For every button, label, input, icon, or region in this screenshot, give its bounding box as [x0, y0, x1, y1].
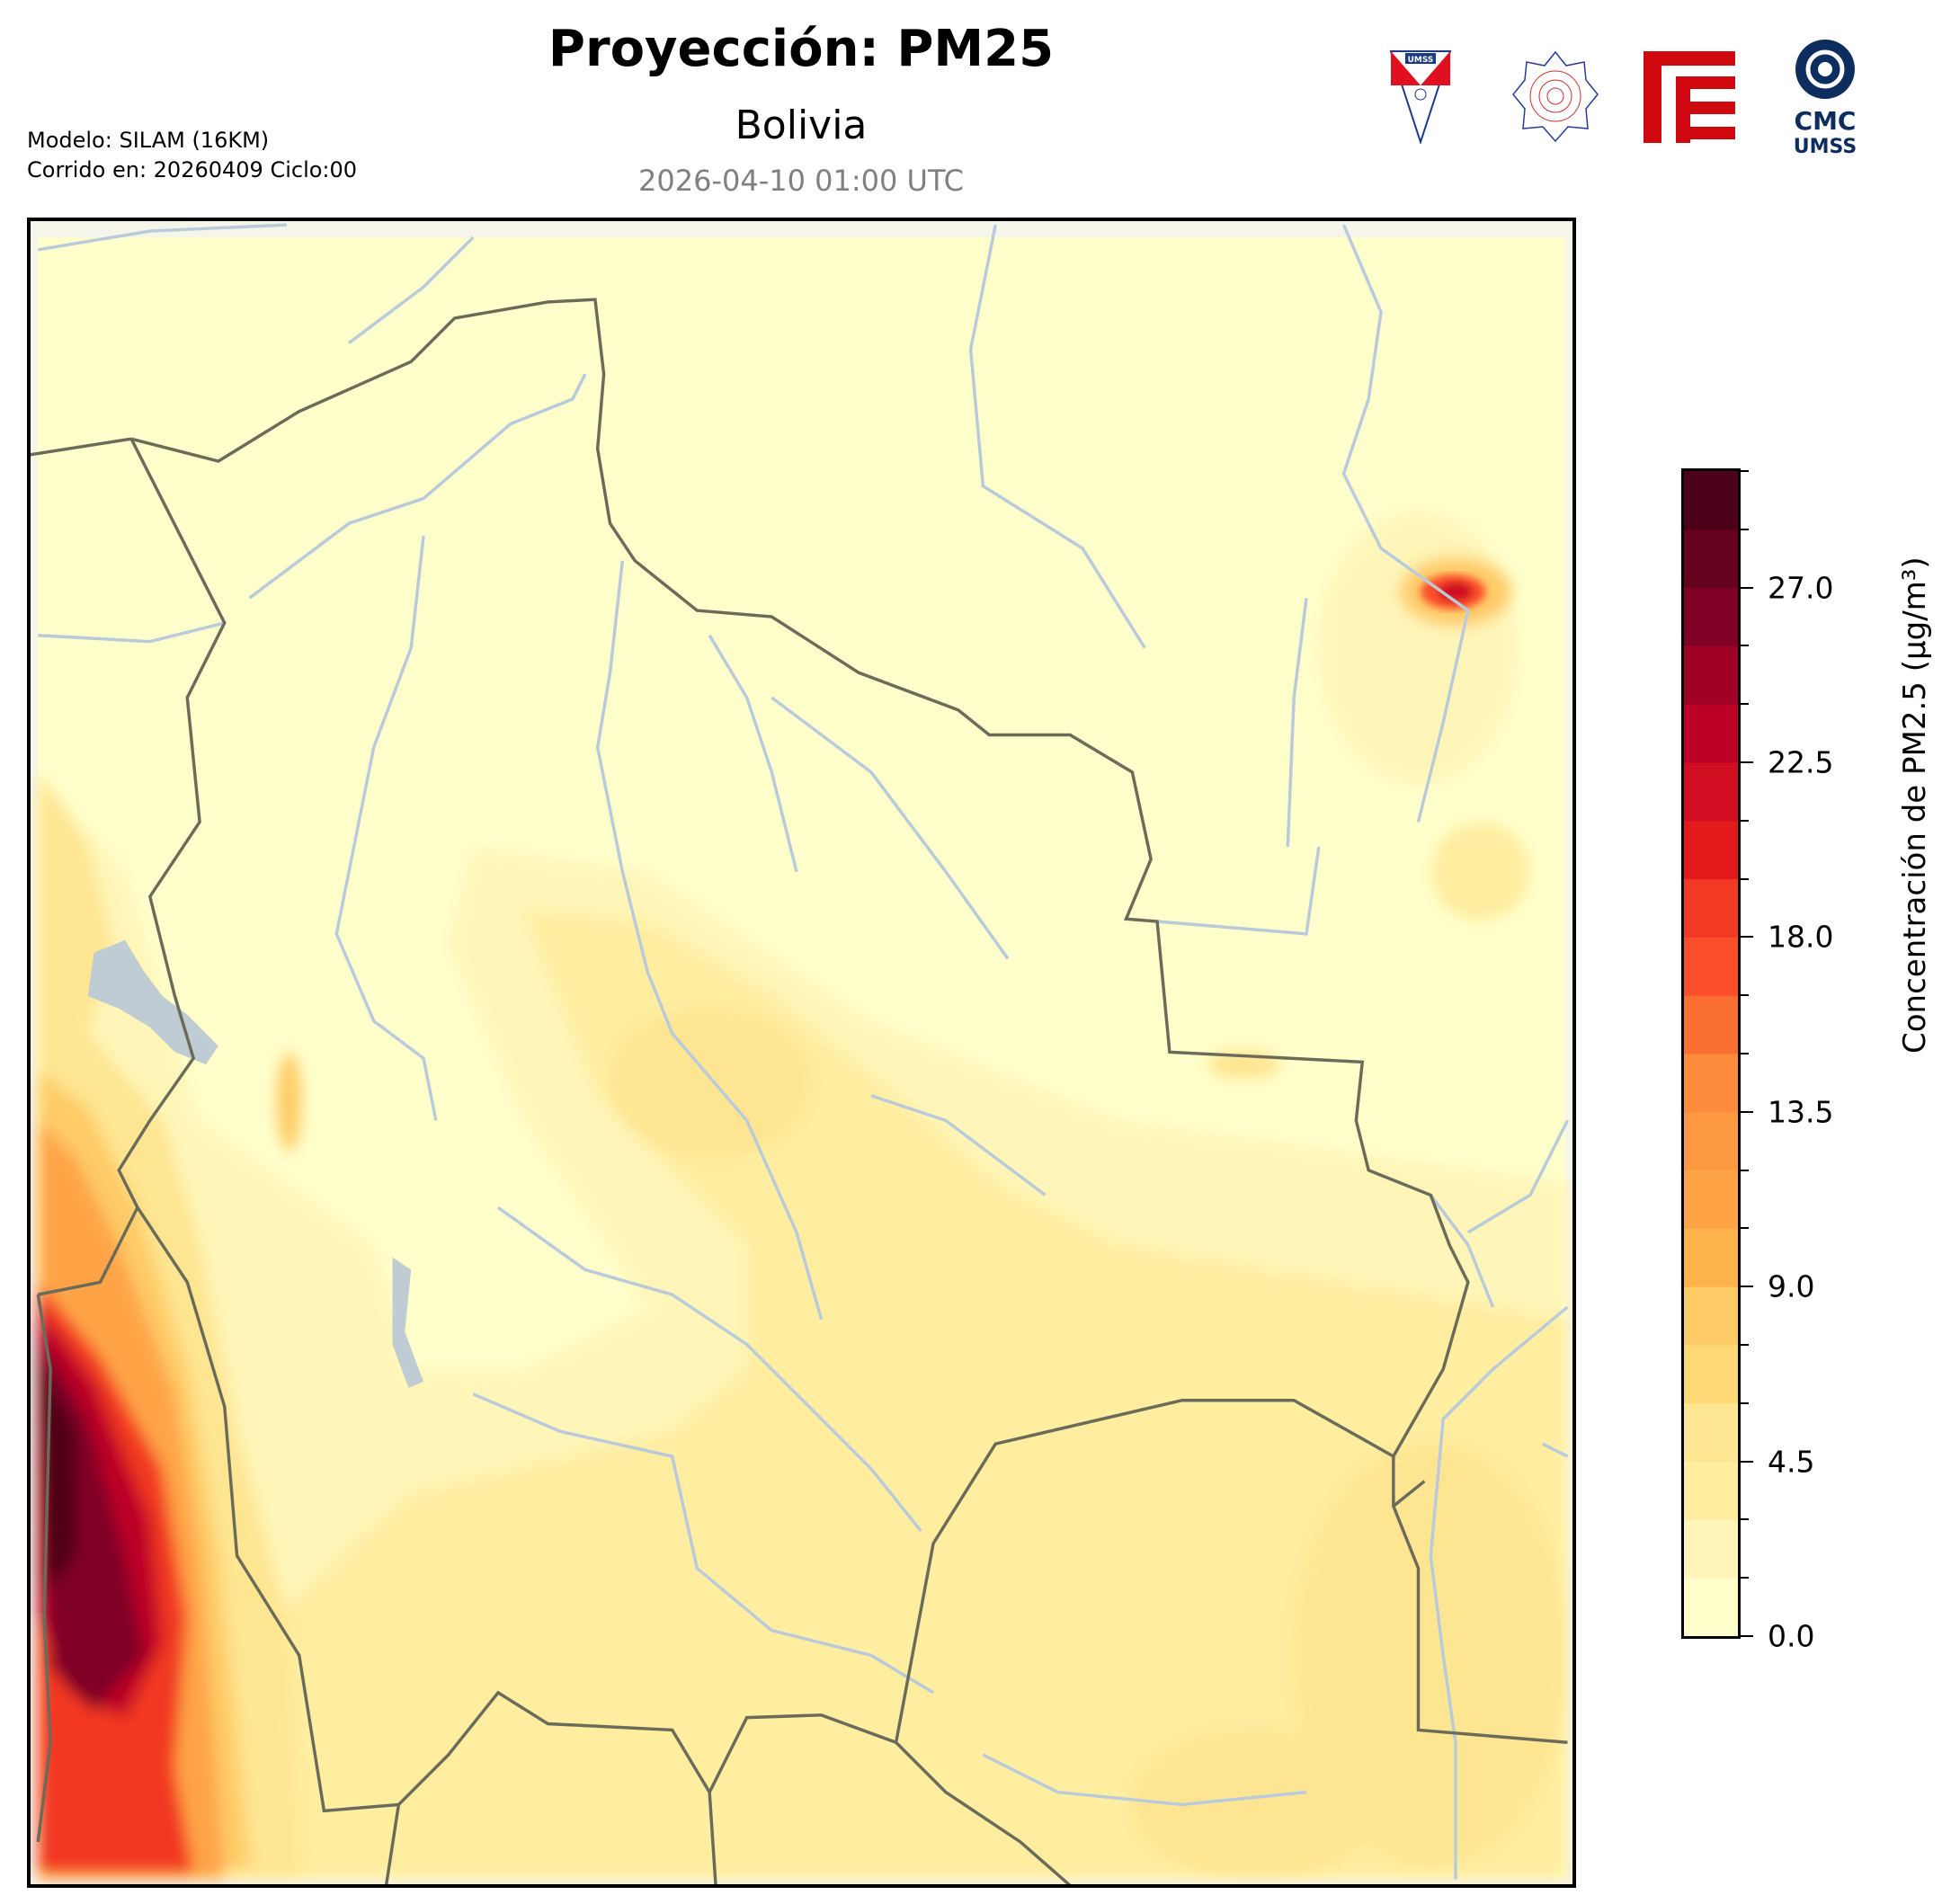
colorbar-band	[1684, 704, 1738, 763]
colorbar-minor-tick	[1741, 1344, 1749, 1346]
bolivia-border	[117, 298, 1470, 1813]
colorbar-major-tick	[1741, 1635, 1753, 1637]
colorbar-major-tick	[1741, 586, 1753, 589]
colorbar-band	[1684, 1578, 1738, 1636]
colorbar	[1681, 468, 1741, 1639]
colorbar-band	[1684, 1519, 1738, 1579]
colorbar-tick-label: 18.0	[1768, 919, 1834, 955]
colorbar-band	[1684, 645, 1738, 705]
colorbar-band	[1684, 587, 1738, 646]
colorbar-tick-label: 0.0	[1768, 1618, 1815, 1654]
colorbar-band	[1684, 762, 1738, 822]
fcyt-logo	[1644, 51, 1735, 143]
colorbar-band	[1684, 1111, 1738, 1171]
colorbar-band	[1684, 878, 1738, 938]
svg-text:CMC: CMC	[1795, 106, 1857, 136]
model-info: Modelo: SILAM (16KM)	[27, 128, 270, 153]
pm25-hotspot	[1421, 574, 1486, 609]
colorbar-label: Concentración de PM2.5 (µg/m³)	[1897, 556, 1933, 1054]
colorbar-minor-tick	[1741, 1577, 1749, 1579]
svg-text:UMSS: UMSS	[1408, 56, 1434, 65]
colorbar-tick-label: 22.5	[1768, 744, 1834, 780]
country-borders	[31, 298, 1568, 1884]
colorbar-band	[1684, 529, 1738, 589]
colorbar-minor-tick	[1741, 1169, 1749, 1171]
colorbar-tick-label: 4.5	[1768, 1444, 1815, 1480]
colorbar-minor-tick	[1741, 819, 1749, 822]
colorbar-major-tick	[1741, 1110, 1753, 1113]
colorbar-band	[1684, 1228, 1738, 1287]
rivers	[38, 223, 1570, 1880]
cmc-umss-logo: CMC UMSS	[1785, 36, 1866, 158]
colorbar-minor-tick	[1741, 1227, 1749, 1230]
colorbar-tick-label: 27.0	[1768, 570, 1834, 606]
physics-department-logo	[1510, 49, 1600, 144]
map-title: Proyección: PM25	[548, 20, 1055, 78]
colorbar-minor-tick	[1741, 994, 1749, 997]
umss-shield-logo: UMSS	[1389, 49, 1452, 146]
colorbar-band	[1684, 995, 1738, 1054]
colorbar-minor-tick	[1741, 528, 1749, 530]
colorbar-band	[1684, 1402, 1738, 1463]
pm25-contours	[38, 511, 1568, 1880]
colorbar-band	[1684, 1054, 1738, 1113]
run-info: Corrido en: 20260409 Ciclo:00	[27, 157, 358, 182]
colorbar-major-tick	[1741, 1286, 1753, 1288]
colorbar-major-tick	[1741, 761, 1753, 763]
colorbar-minor-tick	[1741, 1518, 1749, 1521]
colorbar-band	[1684, 471, 1738, 530]
lake-poopo	[392, 1257, 424, 1388]
colorbar-tick-label: 13.5	[1768, 1094, 1834, 1130]
colorbar-band	[1684, 1461, 1738, 1520]
colorbar-band	[1684, 820, 1738, 880]
colorbar-minor-tick	[1741, 1401, 1749, 1404]
colorbar-minor-tick	[1741, 470, 1749, 472]
colorbar-band	[1684, 1345, 1738, 1404]
svg-text:UMSS: UMSS	[1794, 136, 1857, 157]
colorbar-tick-label: 9.0	[1768, 1268, 1815, 1304]
colorbar-minor-tick	[1741, 703, 1749, 706]
colorbar-band	[1684, 1170, 1738, 1229]
colorbar-major-tick	[1741, 936, 1753, 939]
pm25-map[interactable]	[27, 218, 1576, 1888]
colorbar-minor-tick	[1741, 877, 1749, 880]
colorbar-band	[1684, 937, 1738, 996]
colorbar-minor-tick	[1741, 645, 1749, 647]
colorbar-minor-tick	[1741, 1053, 1749, 1054]
map-subtitle: Bolivia	[735, 102, 868, 148]
colorbar-band	[1684, 1286, 1738, 1346]
valid-datetime: 2026-04-10 01:00 UTC	[638, 164, 964, 198]
colorbar-major-tick	[1741, 1460, 1753, 1463]
